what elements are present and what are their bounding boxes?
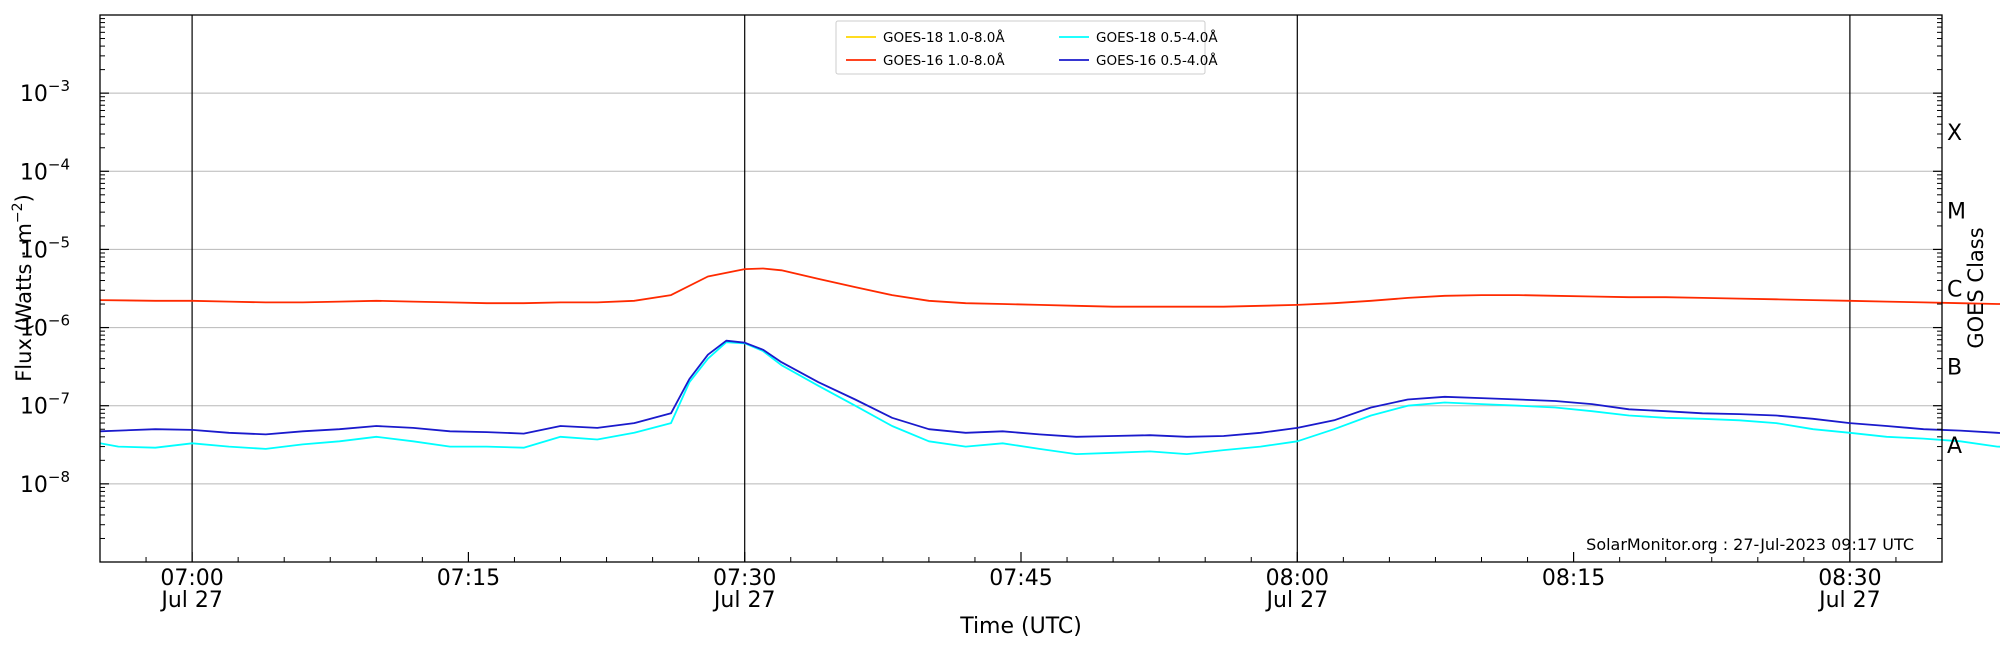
legend-label: GOES-18 1.0-8.0Å bbox=[883, 29, 1005, 46]
x-tick-date: Jul 27 bbox=[1265, 588, 1329, 613]
goes-class-x: X bbox=[1947, 121, 1962, 146]
x-tick-date: Jul 27 bbox=[1817, 588, 1881, 613]
series-line-3 bbox=[99, 339, 2000, 438]
gridlines bbox=[100, 92, 1942, 485]
legend: GOES-18 1.0-8.0Å GOES-16 1.0-8.0Å GOES-18 … bbox=[835, 20, 1218, 75]
x-tick-time: 07:15 bbox=[437, 566, 500, 591]
x-tick-time: 08:15 bbox=[1542, 566, 1605, 591]
y-tick-label: 10−8 bbox=[20, 468, 70, 498]
right-axis-label: GOES Class bbox=[1964, 227, 1988, 348]
axis-ticks bbox=[99, 18, 1943, 562]
y-tick-label: 10−7 bbox=[20, 390, 70, 420]
x-tick-time: 07:45 bbox=[989, 566, 1052, 591]
y-tick-label: 10−4 bbox=[20, 155, 70, 185]
x-tick-date: Jul 27 bbox=[712, 588, 776, 613]
series-lines bbox=[99, 267, 2000, 456]
y-axis-label-dot: · bbox=[12, 244, 36, 264]
x-axis-label: Time (UTC) bbox=[959, 614, 1082, 639]
legend-label: GOES-16 1.0-8.0Å bbox=[883, 52, 1005, 69]
x-tick-time: 08:00 bbox=[1266, 566, 1329, 591]
y-tick-label: 10−5 bbox=[20, 233, 70, 263]
goes-class-a: A bbox=[1947, 434, 1962, 459]
credit-annotation: SolarMonitor.org : 27-Jul-2023 09:17 UTC bbox=[1586, 535, 1914, 554]
y-axis-label-exp: −2 bbox=[10, 202, 26, 223]
vertical-marker-lines bbox=[191, 15, 1851, 562]
x-tick-time: 07:30 bbox=[713, 566, 776, 591]
series-line-2 bbox=[99, 267, 2000, 308]
y-axis-label-main: Flux (Watts bbox=[12, 264, 36, 382]
goes-class-labels: A B C M X bbox=[1947, 121, 1966, 459]
goes-class-c: C bbox=[1947, 278, 1962, 303]
plot-frame bbox=[99, 14, 1943, 563]
y-tick-labels: 10−8 10−7 10−6 10−5 10−4 10−3 bbox=[20, 77, 70, 498]
y-axis-label: Flux (Watts · m−2) bbox=[10, 194, 36, 382]
y-tick-label: 10−3 bbox=[20, 77, 70, 107]
goes-class-b: B bbox=[1947, 356, 1962, 381]
y-tick-label: 10−6 bbox=[20, 312, 70, 342]
y-axis-label-unit: m bbox=[12, 223, 36, 243]
legend-box bbox=[835, 20, 1206, 75]
x-tick-time: 07:00 bbox=[160, 566, 223, 591]
legend-label: GOES-16 0.5-4.0Å bbox=[1096, 52, 1218, 69]
y-axis-label-close: ) bbox=[12, 194, 36, 202]
goes-class-m: M bbox=[1947, 199, 1966, 224]
legend-label: GOES-18 0.5-4.0Å bbox=[1096, 29, 1218, 46]
series-line-1 bbox=[99, 341, 2000, 456]
legend-items: GOES-18 1.0-8.0Å GOES-16 1.0-8.0Å GOES-18 … bbox=[846, 29, 1218, 69]
x-tick-time: 08:30 bbox=[1818, 566, 1881, 591]
x-tick-date: Jul 27 bbox=[159, 588, 223, 613]
